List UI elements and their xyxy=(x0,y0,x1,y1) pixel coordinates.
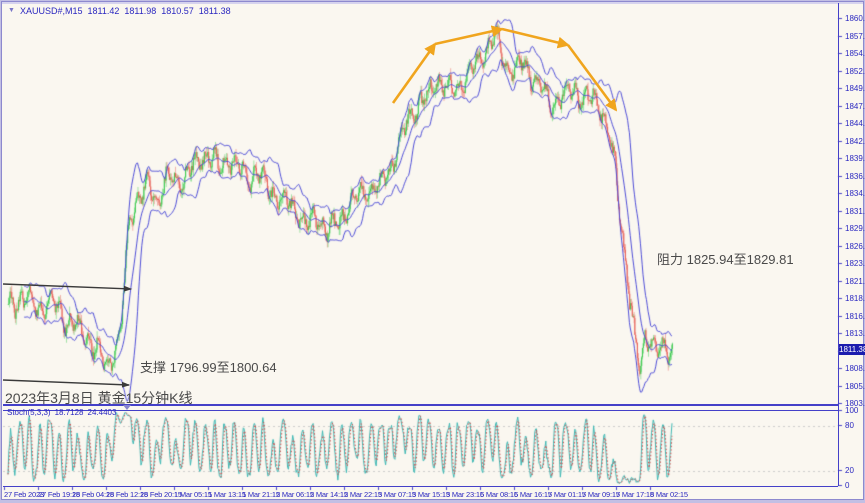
current-price-badge: 1811.38 xyxy=(839,344,865,355)
price-tick: 1826.55 xyxy=(845,241,865,251)
range-arrow[interactable] xyxy=(2,379,131,388)
time-tick: 7 Mar 01:15 xyxy=(548,490,586,499)
price-tick: 1852.30 xyxy=(845,66,865,76)
price-tick: 1839.40 xyxy=(845,154,865,163)
price-tick: 1818.85 xyxy=(845,294,865,303)
price-tick: 1803.40 xyxy=(845,399,865,408)
price-tick: 1805.95 xyxy=(845,381,865,391)
time-tick: 28 Feb 20:15 xyxy=(140,490,182,499)
price-tick: 1834.25 xyxy=(845,189,865,198)
stoch-scale-tick: 20 xyxy=(845,466,854,475)
ohlc-open: 1811.42 xyxy=(87,5,120,16)
time-tick: 28 Feb 12:15 xyxy=(106,490,148,499)
stoch-scale-tick: 100 xyxy=(845,406,859,415)
price-tick: 1821.40 xyxy=(845,276,865,286)
trend-arrow-segment[interactable] xyxy=(391,42,437,104)
trend-arrows-orange[interactable] xyxy=(391,25,618,112)
time-tick: 7 Mar 17:15 xyxy=(616,490,654,499)
time-tick: 3 Mar 15:15 xyxy=(412,490,450,499)
stochastic-name: Stoch(5,3,3) xyxy=(7,408,51,417)
stochastic-region[interactable] xyxy=(3,408,838,486)
trend-arrow-segment[interactable] xyxy=(434,25,504,46)
main-chart-region[interactable] xyxy=(3,15,838,404)
time-tick: 1 Mar 05:15 xyxy=(174,490,212,499)
chart-shift-marker xyxy=(123,405,131,410)
stoch-scale-tick: 0 xyxy=(845,481,850,490)
stochastic-k-value: 18.7128 xyxy=(54,408,84,417)
price-tick: 1823.95 xyxy=(845,259,865,268)
price-tick: 1847.15 xyxy=(845,101,865,111)
time-tick: 8 Mar 02:15 xyxy=(650,490,688,499)
ohlc-high: 1811.98 xyxy=(124,5,157,16)
time-tick: 27 Feb 2023 xyxy=(4,490,44,499)
time-tick: 2 Mar 22:15 xyxy=(344,490,382,499)
price-tick: 1836.85 xyxy=(845,171,865,181)
time-tick: 6 Mar 16:15 xyxy=(514,490,552,499)
price-tick: 1816.25 xyxy=(845,311,865,321)
price-tick: 1813.70 xyxy=(845,329,865,338)
time-tick: 1 Mar 21:15 xyxy=(242,490,280,499)
time-tick: 2 Mar 14:15 xyxy=(310,490,348,499)
price-tick: 1829.10 xyxy=(845,224,865,233)
price-tick: 1831.70 xyxy=(845,206,865,216)
date-title-annotation[interactable]: 2023年3月8日 黄金15分钟K线 xyxy=(5,390,193,406)
time-axis[interactable]: 27 Feb 2023 27 Feb 19:15 28 Feb 04:15 28 Fe… xyxy=(3,486,838,502)
time-tick: 7 Mar 09:15 xyxy=(582,490,620,499)
time-tick: 28 Feb 04:15 xyxy=(72,490,114,499)
time-tick: 27 Feb 19:15 xyxy=(38,490,80,499)
price-tick: 1860.00 xyxy=(845,14,865,23)
price-axis[interactable]: 1860.00 1857.45 1854.85 1852.30 1849.70 1847.… xyxy=(838,3,865,490)
collapse-chart-icon[interactable]: ▼ xyxy=(8,7,15,14)
price-tick: 1844.55 xyxy=(845,119,865,128)
price-tick: 1842.00 xyxy=(845,136,865,146)
time-tick: 6 Mar 08:15 xyxy=(480,490,518,499)
title-bar: ▼ XAUUSD#,M15 1811.42 1811.98 1810.57 18… xyxy=(8,5,231,16)
resistance-annotation[interactable]: 阻力 1825.94至1829.81 xyxy=(657,252,794,267)
price-tick: 1854.85 xyxy=(845,49,865,58)
price-tick: 1857.45 xyxy=(845,31,865,41)
time-tick: 1 Mar 13:15 xyxy=(208,490,246,499)
trend-arrow-segment[interactable] xyxy=(501,27,570,49)
range-arrow[interactable] xyxy=(2,283,133,292)
trend-arrow-segment[interactable] xyxy=(566,44,618,112)
symbol-period-label: XAUUSD#,M15 xyxy=(19,5,83,16)
stoch-scale-tick: 80 xyxy=(845,421,854,430)
price-tick: 1849.70 xyxy=(845,84,865,93)
stochastic-label: Stoch(5,3,3) 18.7128 24.4403 xyxy=(7,408,116,417)
price-tick: 1808.55 xyxy=(845,364,865,373)
panel-divider[interactable] xyxy=(3,404,838,411)
ohlc-close: 1811.38 xyxy=(198,5,231,16)
time-tick: 3 Mar 07:15 xyxy=(378,490,416,499)
support-range-arrows[interactable] xyxy=(2,283,133,388)
support-annotation[interactable]: 支撑 1796.99至1800.64 xyxy=(140,360,277,375)
stochastic-d-value: 24.4403 xyxy=(87,408,117,417)
time-tick: 2 Mar 06:15 xyxy=(276,490,314,499)
time-tick: 3 Mar 23:15 xyxy=(446,490,484,499)
ohlc-low: 1810.57 xyxy=(161,5,194,16)
